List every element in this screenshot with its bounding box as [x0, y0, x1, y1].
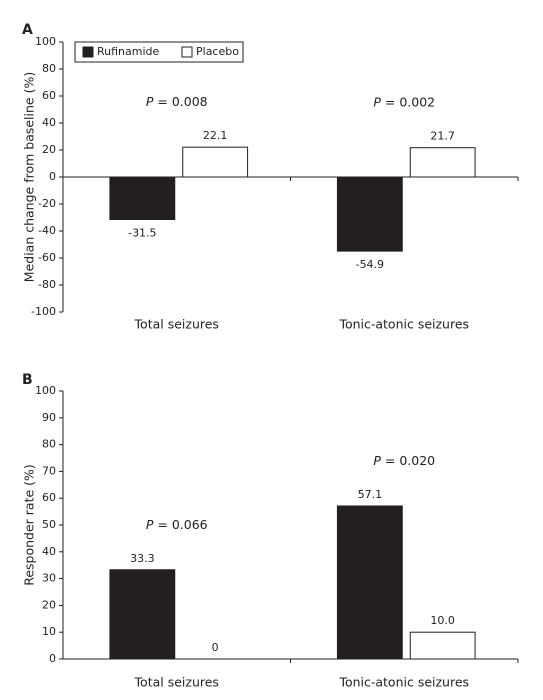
value-label: 57.1 [358, 488, 383, 501]
value-label: 21.7 [430, 130, 455, 143]
x-tick-label: Tonic-atonic seizures [338, 317, 469, 332]
value-label: 33.3 [130, 552, 155, 565]
y-tick-label: 100 [35, 384, 56, 397]
y-tick-label: 70 [42, 464, 56, 477]
y-tick-label: -40 [38, 224, 56, 237]
y-tick-label: 50 [42, 518, 56, 531]
bar [409, 147, 476, 178]
value-label: 10.0 [430, 614, 455, 627]
legend-swatch [82, 46, 94, 58]
y-axis-label: Median change from baseline (%) [22, 72, 37, 282]
p-value: P = 0.008 [146, 94, 208, 109]
legend-box [74, 41, 244, 63]
y-tick-label: 20 [42, 143, 56, 156]
legend-swatch [181, 46, 193, 58]
y-tick-label: 60 [42, 491, 56, 504]
x-tick-label: Tonic-atonic seizures [338, 675, 469, 690]
p-value: P = 0.020 [373, 452, 435, 467]
y-tick-label: 80 [42, 62, 56, 75]
y-tick-label: 30 [42, 572, 56, 585]
x-tick-label: Total seizures [134, 317, 219, 332]
value-label: -31.5 [128, 227, 156, 240]
p-value: P = 0.066 [146, 516, 208, 531]
panel-label: A [22, 22, 33, 38]
y-tick-label: 90 [42, 411, 56, 424]
y-tick-label: 10 [42, 625, 56, 638]
y-tick-label: -20 [38, 197, 56, 210]
y-tick-label: 40 [42, 545, 56, 558]
bar [109, 176, 176, 221]
value-label: -54.9 [356, 258, 384, 271]
y-tick-label: -60 [38, 251, 56, 264]
y-tick-label: 20 [42, 598, 56, 611]
y-tick-label: -100 [31, 305, 56, 318]
value-label: 22.1 [203, 129, 228, 142]
y-tick-label: 40 [42, 116, 56, 129]
x-tick-label: Total seizures [134, 675, 219, 690]
value-label: 0 [212, 641, 219, 654]
y-tick-label: 80 [42, 438, 56, 451]
bar [182, 146, 249, 178]
bar [409, 631, 476, 660]
bar [336, 505, 403, 660]
bar [336, 176, 403, 252]
y-tick-label: 0 [49, 652, 56, 665]
y-tick-label: 0 [49, 170, 56, 183]
y-tick-label: -80 [38, 278, 56, 291]
y-tick-label: 60 [42, 89, 56, 102]
y-axis-label: Responder rate (%) [22, 464, 37, 586]
legend-label: Rufinamide [97, 45, 160, 58]
panel-label: B [22, 372, 33, 388]
legend-label: Placebo [196, 45, 239, 58]
p-value: P = 0.002 [373, 94, 435, 109]
bar [109, 569, 176, 660]
y-tick-label: 100 [35, 35, 56, 48]
